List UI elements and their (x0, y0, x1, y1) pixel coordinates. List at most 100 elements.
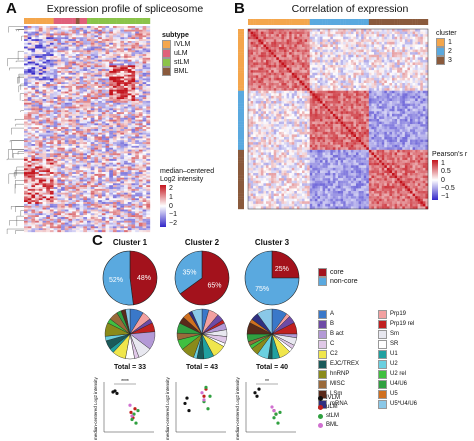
subtype-bar-cell (87, 18, 91, 24)
cluster-legend-item: 2 (436, 47, 457, 56)
dot-legend-label: uLM (326, 404, 338, 410)
panel-a-letter: A (6, 0, 17, 17)
subtype-bar-cell (90, 18, 95, 24)
complex-legend-label: U1 (390, 351, 398, 357)
cluster-bar-top-cell (302, 19, 305, 25)
core-legend-label: core (330, 268, 344, 276)
cluster-bar-side-cell (238, 142, 244, 145)
cluster-bar-top-cell (314, 19, 318, 25)
cluster-bar-side-cell (238, 144, 244, 148)
cluster-bar-top-cell (363, 19, 367, 25)
dot-point (202, 398, 206, 402)
complex-legend-label: U4/U6 (390, 381, 408, 387)
cluster-bar-side-cell (238, 170, 244, 174)
panel-b-scale-legend: Pearson's r 1 0.5 0 −0.5 −1 (432, 151, 474, 200)
spliceosome-heatmap (6, 18, 151, 237)
cluster-bar-side-cell (238, 47, 244, 50)
complex-legend-swatch (318, 330, 327, 339)
cluster-bar-top-cell (294, 19, 298, 25)
row-dendrogram (6, 26, 24, 237)
complex-legend-item: U2 (378, 360, 434, 369)
cluster-bar-top-cell (358, 19, 362, 25)
complex-legend-label: LSm (330, 391, 343, 397)
subtype-bar-cell (142, 18, 147, 24)
panel-a-scale-tick: 0 (169, 202, 173, 210)
dot-plots: **** ** (103, 379, 296, 433)
subtype-bar-cell (27, 18, 32, 24)
cluster-bar-side-cell (238, 88, 244, 91)
subtype-bar-cell (146, 18, 151, 24)
noncore-slice (102, 250, 134, 306)
cluster-bar-side-cell (238, 124, 244, 127)
cluster-bar-top-cell (407, 19, 411, 25)
subtype-bar-cell (61, 18, 65, 24)
complex-legend-label: hnRNP (330, 371, 350, 377)
cluster-legend-label: 3 (448, 56, 452, 64)
cluster-bar-side-cell (238, 52, 244, 55)
cluster-bar-top-cell (340, 19, 344, 25)
subtype-bar-cell (57, 18, 62, 24)
complex-legend-label: Prp19 rel (390, 321, 415, 327)
dot-point (133, 407, 137, 411)
dot-legend-item: IVLM (318, 394, 340, 403)
cluster-bar-top-cell (325, 19, 328, 25)
cluster-bar-top-cell (371, 19, 375, 25)
complex-legend-label: C2 (330, 351, 338, 357)
complex-slice (125, 308, 131, 335)
dot-point (272, 408, 276, 413)
cluster-2-total: Total = 43 (186, 364, 218, 371)
cluster-bar-top-cell (289, 19, 292, 25)
dot-point (183, 401, 187, 406)
cluster-bar-side-cell (238, 36, 244, 40)
cluster-bar-top-cell (330, 19, 334, 25)
cluster-bar-side-cell (238, 165, 244, 169)
cluster-bar-top-cell (260, 19, 264, 25)
cluster-bar-top-cell (417, 19, 421, 25)
cluster-bar-side-cell (238, 93, 244, 97)
complex-legend-label: C (330, 341, 335, 347)
cluster-bar-side-cell (238, 175, 244, 179)
dot-legend-label: stLM (326, 413, 340, 419)
cluster-bar-top-cell (296, 19, 300, 25)
subtype-bar-cell (53, 18, 58, 24)
cluster-bar-side-cell (238, 152, 244, 156)
cluster-bar-side-cell (238, 101, 244, 104)
subtype-legend-label: stLM (174, 58, 190, 66)
subtype-bar-cell (64, 18, 69, 24)
dot-point (115, 391, 119, 396)
cluster-bar-top-cell (356, 19, 359, 25)
cluster-bar-top-cell (374, 19, 377, 25)
cluster-bar-top-cell (366, 19, 370, 25)
complex-pie-charts (104, 308, 298, 360)
cluster-bar-top-cell (381, 19, 385, 25)
dot-point (187, 408, 191, 413)
cluster-bar-top-cell (384, 19, 388, 25)
dot-legend-label: BML (326, 422, 339, 428)
panel-a-heatmap (4, 16, 154, 237)
cluster-bar-side-cell (238, 95, 244, 99)
subtype-bar-cell (79, 18, 84, 24)
panel-a-scale-tick: −2 (169, 220, 177, 227)
cluster-bar-top-cell (343, 19, 346, 25)
complex-legend-swatch (318, 320, 327, 329)
dot-point (113, 389, 117, 393)
core-pie-charts: 48% 52% 65% 35% 25% 75% (102, 250, 300, 306)
core-pct-label: 25% (275, 266, 289, 273)
cluster-bar-top-cell (412, 19, 416, 25)
subtype-bar-cell (49, 18, 54, 24)
subtype-bar-cell (138, 18, 143, 24)
complex-legend-item: U5*U4/U6 (378, 400, 434, 409)
cluster-bar-side-cell (238, 62, 244, 66)
complex-legend-swatch (378, 340, 387, 349)
panel-b-scale-tick: −1 (441, 193, 449, 200)
cluster-bar-top-cell (320, 19, 323, 25)
cluster-bar-side-cell (238, 80, 244, 84)
cluster-bar-top-cell (361, 19, 364, 25)
cluster-3-title: Cluster 3 (254, 238, 290, 247)
dot-point (272, 416, 276, 420)
cluster-bar-side-cell (238, 77, 244, 81)
cluster-bar-top-cell (309, 19, 313, 25)
subtype-legend-swatch (162, 49, 171, 58)
complex-legend-label: U2 rel (390, 371, 407, 377)
subtype-legend-swatch (162, 58, 171, 67)
